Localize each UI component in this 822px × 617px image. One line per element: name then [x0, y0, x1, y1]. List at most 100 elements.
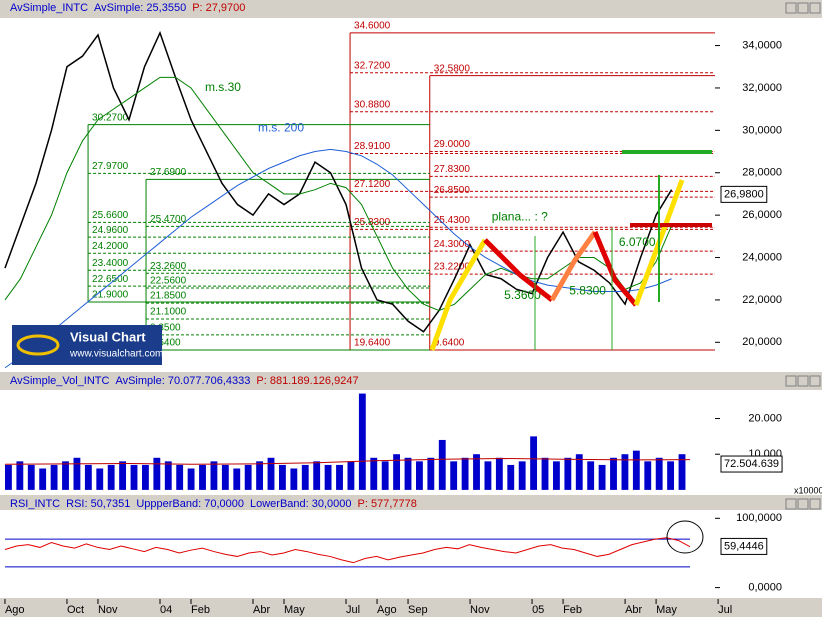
y-tick-label: 22,0000 — [742, 294, 782, 306]
last-value-tag: 72.504.639 — [724, 458, 779, 470]
volume-bar — [50, 464, 58, 490]
button[interactable] — [785, 2, 797, 14]
annotation: 5.8300 — [569, 284, 606, 298]
x-tick-label: Abr — [625, 604, 642, 616]
level-label: 22.5600 — [150, 276, 187, 287]
level-label: 27.8300 — [434, 164, 471, 175]
x-tick-label: Abr — [253, 604, 270, 616]
level-label: 28.9100 — [354, 141, 391, 152]
volume-bar — [153, 457, 161, 490]
panel-header: LowerBand: 30,0000 — [250, 498, 352, 510]
x-tick-label: Feb — [563, 604, 582, 616]
volume-bar — [541, 457, 549, 490]
volume-bar — [27, 464, 35, 490]
annotation: m.s.30 — [205, 80, 241, 94]
level-label: 34.6000 — [354, 20, 391, 31]
last-value-tag: 26,9800 — [724, 188, 764, 200]
series-line — [4, 537, 691, 564]
x-tick-label: Ago — [5, 604, 25, 616]
volume-bar — [370, 457, 378, 490]
y-tick-label: 0,0000 — [748, 582, 782, 594]
button[interactable] — [809, 375, 821, 387]
level-label: 30.8800 — [354, 99, 391, 110]
volume-bar — [610, 457, 617, 490]
x-tick-label: Sep — [408, 604, 428, 616]
volume-bar — [438, 439, 446, 490]
trend-overlay — [429, 150, 712, 554]
volume-bar — [632, 450, 640, 490]
volume-bar — [473, 454, 480, 490]
logo-title: Visual Chart — [70, 329, 146, 344]
annotation: plana... : ? — [492, 209, 548, 223]
volume-bar — [221, 464, 229, 490]
level-label: 27.1200 — [354, 179, 391, 190]
volume-bar — [96, 468, 104, 490]
level-label: 24.9600 — [92, 225, 129, 236]
volume-bar — [518, 461, 526, 490]
volume-bar — [416, 461, 423, 490]
button[interactable] — [785, 375, 797, 387]
window-buttons — [785, 2, 821, 510]
level-label: 0.3500 — [150, 323, 181, 334]
logo-mark — [16, 334, 60, 356]
x-tick-label: Nov — [98, 604, 118, 616]
level-label: 21.1000 — [150, 307, 187, 318]
level-label: 21.9000 — [92, 290, 129, 301]
panel-header: AvSimple_Vol_INTC — [10, 375, 110, 387]
button[interactable] — [797, 498, 809, 510]
level-label: 23.2200 — [434, 262, 471, 273]
volume-bar — [73, 457, 81, 490]
level-label: 22.6500 — [92, 274, 129, 285]
tag-box — [720, 455, 783, 473]
volume-bar — [62, 461, 69, 490]
panel-header: P: 577,7778 — [358, 498, 417, 510]
volume-bar — [164, 461, 172, 490]
level-label: 25.3300 — [354, 217, 391, 228]
x-tick-label: May — [656, 604, 677, 616]
x-tick-label: Ago — [377, 604, 397, 616]
volume-bar — [655, 457, 663, 490]
tag-box — [720, 185, 768, 203]
volume-bar — [404, 457, 412, 490]
y-tick-label: 26,0000 — [742, 209, 782, 221]
level-label: 25.4300 — [434, 215, 471, 226]
panel-header: RSI: 50,7351 — [66, 498, 130, 510]
unit-label: x10000 — [794, 485, 822, 495]
button[interactable] — [785, 498, 797, 510]
trend-up — [429, 238, 488, 351]
panel-header: UppperBand: 70,0000 — [136, 498, 244, 510]
button[interactable] — [797, 375, 809, 387]
annotation: 5.3600 — [504, 288, 541, 302]
volume-bar — [644, 461, 652, 490]
volume-bar — [119, 461, 127, 490]
panel-header: AvSimple_INTC — [10, 2, 88, 14]
level-label: 9.6400 — [434, 338, 465, 349]
annotation: m.s. 200 — [258, 120, 304, 134]
panel-header: RSI_INTC — [10, 498, 60, 510]
volume-bar — [553, 461, 560, 490]
trend-up — [549, 230, 598, 302]
level-label: 23.4000 — [92, 258, 129, 269]
volume-bar — [598, 464, 606, 490]
volume-bar — [587, 461, 595, 490]
volume-bar — [199, 464, 206, 490]
button[interactable] — [809, 2, 821, 14]
level-label: 26.8500 — [434, 185, 471, 196]
volume-panel — [0, 390, 715, 495]
button[interactable] — [797, 2, 809, 14]
volume-bar — [107, 464, 115, 490]
x-tick-label: Oct — [67, 604, 84, 616]
volume-bar — [16, 461, 24, 490]
x-tick-label: Nov — [470, 604, 490, 616]
level-label: 32.7200 — [354, 60, 391, 71]
level-label: 29.0000 — [434, 139, 471, 150]
volume-bar — [187, 468, 195, 490]
volume-bar — [324, 464, 332, 490]
volume-bar — [461, 457, 469, 490]
tag-box — [720, 537, 768, 555]
button[interactable] — [809, 498, 821, 510]
logo-url: www.visualchart.com — [69, 349, 163, 360]
trend-down — [592, 231, 638, 307]
volume-bar — [267, 457, 275, 490]
panel-header: AvSimple: 25,3550 — [94, 2, 186, 14]
